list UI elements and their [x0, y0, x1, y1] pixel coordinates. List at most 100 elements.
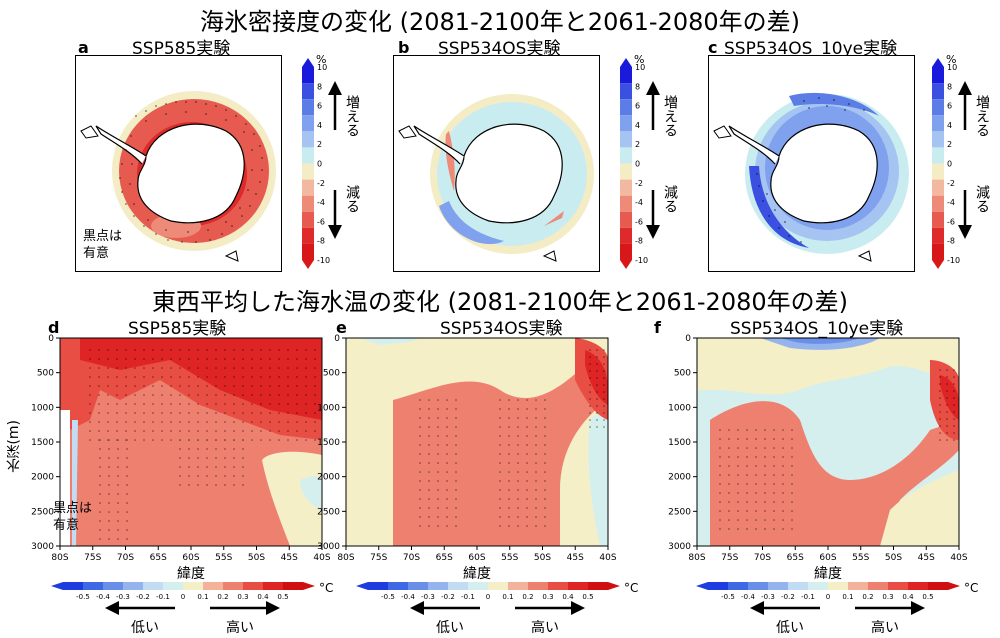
stipple-dot — [437, 462, 439, 464]
stipple-dot — [782, 501, 784, 503]
stipple-dot — [108, 493, 110, 495]
depth-tick-label: 1500 — [31, 438, 54, 448]
stipple-dot — [134, 421, 136, 423]
stipple-dot — [215, 439, 217, 441]
stipple-dot — [755, 429, 757, 431]
stipple-dot — [117, 538, 119, 540]
stipple-dot — [161, 349, 163, 351]
ice-cbar-bottom-tip — [620, 260, 632, 269]
stipple-dot — [544, 507, 546, 509]
stipple-dot — [419, 444, 421, 446]
ice-cbar-tick: -4 — [317, 198, 325, 207]
stipple-dot — [134, 358, 136, 360]
lat-tick-label: 50S — [248, 553, 265, 563]
stipple-dot — [314, 403, 316, 405]
ice-cbar-swatch — [302, 211, 314, 228]
temp-cbar-tick: -0.5 — [76, 593, 90, 601]
stipple-dot — [197, 376, 199, 378]
stipple-dot — [517, 453, 519, 455]
stipple-dot — [314, 358, 316, 360]
stipple-dot — [517, 471, 519, 473]
depth-tick-label: 1000 — [317, 403, 340, 413]
stipple-dot — [233, 484, 235, 486]
stipple-dot — [773, 501, 775, 503]
depth-tick-label: 1000 — [31, 403, 54, 413]
stipple-dot — [287, 430, 289, 432]
ice-cbar-tick: 10 — [635, 63, 645, 72]
stipple-dot — [508, 471, 510, 473]
stipple-dot — [446, 453, 448, 455]
stipple-dot — [603, 419, 605, 421]
ice-cbar-swatch — [620, 67, 632, 84]
stipple-dot — [117, 475, 119, 477]
stipple-dot — [116, 358, 118, 360]
stipple-dot — [278, 385, 280, 387]
stipple-dot — [242, 466, 244, 468]
stipple-dot — [188, 430, 190, 432]
depth-tick-label: 2000 — [31, 473, 54, 483]
stipple-dot — [179, 466, 181, 468]
stipple-dot — [728, 483, 730, 485]
stipple-dot — [287, 439, 289, 441]
stipple-dot — [161, 403, 163, 405]
lat-tick-label: 40S — [599, 553, 616, 563]
stipple-dot — [152, 376, 154, 378]
lat-axis-label: 緯度 — [814, 566, 842, 582]
stipple-dot — [535, 489, 537, 491]
stipple-dot — [946, 383, 948, 385]
stipple-dot — [215, 385, 217, 387]
temp-cbar-tick: 0.3 — [882, 593, 893, 601]
temp-cbar-swatch — [388, 582, 408, 590]
section-panel-e — [346, 338, 608, 546]
stipple-dot — [526, 453, 528, 455]
stipple-dot — [197, 475, 199, 477]
stipple-dot — [596, 391, 598, 393]
temp-cbar-right-tip — [303, 582, 315, 590]
temp-cbar-unit: °C — [964, 581, 978, 595]
stipple-dot — [305, 349, 307, 351]
stipple-dot — [446, 471, 448, 473]
stipple-dot — [526, 480, 528, 482]
stipple-dot — [287, 412, 289, 414]
stipple-dot — [508, 480, 510, 482]
stipple-dot — [446, 408, 448, 410]
stipple-dot — [215, 430, 217, 432]
stipple-dot — [99, 529, 101, 531]
stipple-dot — [589, 356, 591, 358]
stipple-dot — [535, 408, 537, 410]
stipple-dot — [446, 435, 448, 437]
temp-cbar-tick: -0.2 — [441, 593, 455, 601]
stipple-dot — [278, 412, 280, 414]
temp-cbar-swatch — [848, 582, 868, 590]
stipple-dot — [953, 404, 955, 406]
stipple-dot — [419, 489, 421, 491]
stipple-dot — [125, 421, 127, 423]
stipple-dot — [589, 398, 591, 400]
stipple-dot — [428, 480, 430, 482]
ice-cbar-tick: 10 — [947, 63, 957, 72]
stipple-dot — [251, 421, 253, 423]
depth-tick-label: 1500 — [317, 438, 340, 448]
stipple-dot — [287, 403, 289, 405]
stipple-dot — [125, 358, 127, 360]
stipple-dot — [419, 498, 421, 500]
ice-cbar-swatch — [620, 83, 632, 100]
stipple-dot — [719, 438, 721, 440]
temp-cbar-swatch — [83, 582, 103, 590]
ice-cbar-tick: 2 — [635, 140, 640, 149]
stipple-dot — [89, 421, 91, 423]
ice-colorbar-c: 10 8 6 4 2 0 -2 -4 -6 -8 -10% 増える 減る — [920, 53, 1000, 275]
stipple-dot — [455, 480, 457, 482]
stipple-dot — [946, 432, 948, 434]
stipple-dot — [508, 435, 510, 437]
stipple-dot — [499, 525, 501, 527]
stipple-dot — [953, 369, 955, 371]
stipple-dot — [719, 465, 721, 467]
temp-cbar-swatch — [123, 582, 143, 590]
lat-tick-label: 55S — [852, 553, 869, 563]
stipple-dot — [251, 376, 253, 378]
stipple-dot — [953, 425, 955, 427]
stipple-dot — [287, 349, 289, 351]
stipple-dot — [161, 367, 163, 369]
